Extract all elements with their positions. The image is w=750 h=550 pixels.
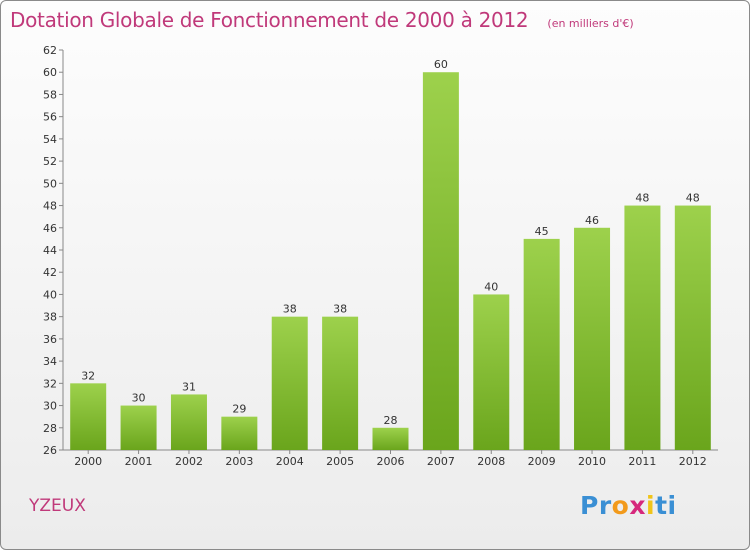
y-tick-label: 32: [43, 377, 57, 390]
bar-2001: [120, 405, 157, 450]
y-tick-label: 42: [43, 266, 57, 279]
y-tick-label: 28: [43, 422, 57, 435]
value-label-2002: 31: [182, 380, 196, 393]
value-label-2003: 29: [232, 403, 246, 416]
logo-letter: x: [629, 491, 646, 520]
bar-2002: [170, 394, 207, 450]
y-tick-label: 56: [43, 111, 57, 124]
x-tick-label-2003: 2003: [225, 455, 253, 468]
y-tick-label: 30: [43, 400, 57, 413]
bar-2003: [221, 416, 258, 450]
bar-2004: [271, 316, 308, 450]
y-tick-label: 40: [43, 288, 57, 301]
y-tick-label: 50: [43, 177, 57, 190]
x-tick-label-2002: 2002: [175, 455, 203, 468]
y-tick-label: 48: [43, 200, 57, 213]
bar-2010: [574, 227, 611, 450]
value-label-2011: 48: [635, 192, 649, 205]
x-tick-label-2012: 2012: [679, 455, 707, 468]
commune-name: YZEUX: [29, 496, 86, 516]
x-tick-label-2000: 2000: [74, 455, 102, 468]
bar-2009: [523, 238, 560, 450]
logo-letter: i: [646, 491, 656, 520]
y-tick-label: 38: [43, 311, 57, 324]
value-label-2005: 38: [333, 303, 347, 316]
x-tick-label-2001: 2001: [125, 455, 153, 468]
chart-title: Dotation Globale de Fonctionnement de 20…: [10, 8, 529, 32]
bar-2000: [70, 383, 107, 450]
logo-letter: o: [611, 491, 630, 520]
value-label-2006: 28: [384, 414, 398, 427]
y-tick-label: 58: [43, 88, 57, 101]
value-label-2004: 38: [283, 303, 297, 316]
x-tick-label-2007: 2007: [427, 455, 455, 468]
y-tick-label: 62: [43, 44, 57, 57]
bar-2006: [372, 427, 409, 450]
x-tick-label-2011: 2011: [628, 455, 656, 468]
logo-letter: r: [598, 491, 612, 520]
value-label-2010: 46: [585, 214, 599, 227]
y-tick-label: 44: [43, 244, 57, 257]
y-tick-label: 54: [43, 133, 57, 146]
y-tick-label: 34: [43, 355, 57, 368]
value-label-2008: 40: [484, 280, 498, 293]
y-tick-label: 52: [43, 155, 57, 168]
bar-2005: [322, 316, 359, 450]
bar-2012: [674, 205, 711, 450]
y-tick-label: 60: [43, 66, 57, 79]
bar-2007: [422, 72, 459, 450]
logo-letter: t: [655, 491, 668, 520]
x-tick-label-2005: 2005: [326, 455, 354, 468]
bar-2008: [473, 294, 510, 450]
logo-letter: P: [580, 491, 599, 520]
x-tick-label-2010: 2010: [578, 455, 606, 468]
x-tick-label-2008: 2008: [477, 455, 505, 468]
y-tick-label: 36: [43, 333, 57, 346]
bar-2011: [624, 205, 661, 450]
title-row: Dotation Globale de Fonctionnement de 20…: [10, 8, 634, 32]
value-label-2012: 48: [686, 192, 700, 205]
y-tick-label: 46: [43, 222, 57, 235]
value-label-2000: 32: [81, 369, 95, 382]
x-tick-label-2009: 2009: [528, 455, 556, 468]
value-label-2007: 60: [434, 58, 448, 71]
proxiti-logo: Proxiti: [580, 491, 677, 520]
value-label-2001: 30: [132, 392, 146, 405]
y-tick-label: 26: [43, 444, 57, 457]
value-label-2009: 45: [535, 225, 549, 238]
x-tick-label-2004: 2004: [276, 455, 304, 468]
logo-letter: i: [667, 491, 677, 520]
chart-subtitle: (en milliers d'€): [547, 17, 634, 30]
x-tick-label-2006: 2006: [377, 455, 405, 468]
